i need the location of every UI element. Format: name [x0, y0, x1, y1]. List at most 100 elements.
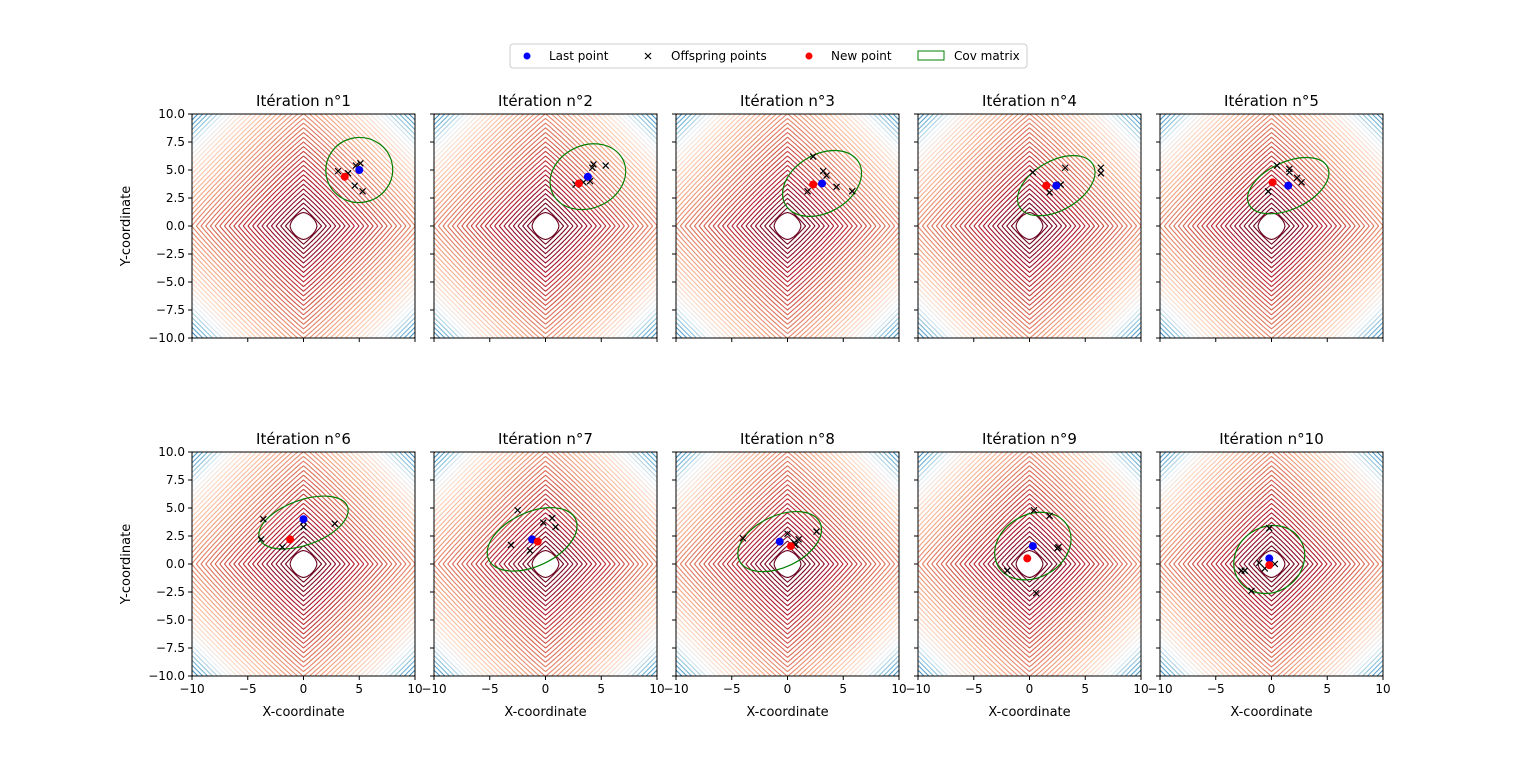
- plot-background: [434, 452, 657, 676]
- contour-line: [1229, 183, 1314, 269]
- contour-line: [740, 178, 835, 274]
- contour-line: [456, 474, 635, 654]
- subplot-7: Itération n°7 −10 −5 0 5 10 X-coordinate: [421, 430, 664, 720]
- contour-line: [945, 479, 1114, 649]
- contour-line: [991, 188, 1068, 264]
- contour-line: [926, 122, 1133, 330]
- plot-background: [676, 114, 899, 338]
- contour-line: [954, 488, 1105, 640]
- y-tick-label: 7.5: [166, 135, 185, 149]
- contour-line: [703, 479, 872, 649]
- contour-line: [684, 122, 891, 330]
- x-tick-label: −10: [179, 682, 204, 696]
- contour-line: [918, 452, 1141, 676]
- contour-line: [773, 212, 802, 240]
- contour-line: [918, 452, 1141, 676]
- contour-line: [712, 488, 863, 640]
- contour-line: [721, 498, 854, 630]
- last-point: [818, 179, 827, 188]
- plot-area: [1160, 114, 1383, 338]
- y-tick-label: −5.0: [156, 275, 185, 289]
- contour-line: [265, 526, 342, 602]
- contour-line: [1243, 197, 1300, 255]
- contour-line: [1163, 455, 1380, 673]
- legend-last-point-marker: [523, 52, 531, 60]
- offspring-point: [1029, 168, 1037, 176]
- contour-line: [940, 136, 1119, 316]
- contour-line: [461, 479, 630, 649]
- contour-line: [434, 452, 657, 676]
- contour-line: [1177, 131, 1366, 321]
- legend-cov-matrix-patch: [917, 50, 945, 61]
- plot-area: [434, 114, 657, 338]
- contour-line: [949, 484, 1110, 644]
- offspring-point: [739, 534, 747, 542]
- contour-line: [284, 207, 323, 245]
- contour-line: [465, 146, 626, 306]
- offspring-point: [1046, 188, 1053, 196]
- contour-line: [192, 114, 415, 338]
- contour-line: [507, 526, 584, 602]
- offspring-point: [514, 506, 522, 514]
- offspring-point: [1255, 559, 1263, 567]
- contour-line: [434, 114, 657, 338]
- contour-line: [918, 114, 1141, 338]
- offspring-point: [813, 528, 820, 535]
- contour-line: [676, 114, 899, 338]
- y-tick-label: −5.0: [156, 613, 185, 627]
- contour-line: [679, 455, 896, 673]
- contour-line: [768, 545, 807, 583]
- contour-line: [1201, 493, 1342, 635]
- contour-line: [484, 164, 607, 288]
- new-point: [574, 179, 583, 188]
- contour-line: [1257, 212, 1286, 240]
- contour-line: [1173, 465, 1370, 663]
- y-tick-label: −2.5: [156, 585, 185, 599]
- contour-line: [731, 507, 844, 621]
- contour-line: [252, 174, 355, 278]
- contour-line: [192, 452, 415, 676]
- x-axis-label: X-coordinate: [262, 705, 344, 720]
- contour-line: [935, 469, 1124, 659]
- contour-line: [689, 465, 886, 663]
- subplot-title: Itération n°4: [982, 92, 1077, 110]
- offspring-point: [1265, 524, 1273, 532]
- contour-line: [1173, 127, 1370, 325]
- contour-line: [434, 452, 657, 676]
- y-tick-label: 0.0: [166, 557, 185, 571]
- contour-line: [921, 117, 1138, 335]
- contour-line: [676, 452, 899, 676]
- legend-box: [509, 43, 1028, 69]
- contour-line: [261, 183, 346, 269]
- contour-line: [1205, 160, 1338, 292]
- contour-line: [475, 493, 616, 635]
- offspring-point: [809, 153, 817, 160]
- contour-line: [968, 164, 1091, 288]
- contour-line: [242, 164, 365, 288]
- contour-line: [451, 469, 640, 659]
- contour-line: [959, 155, 1100, 297]
- contour-line: [1238, 530, 1305, 598]
- contour-line: [437, 455, 654, 673]
- contour-line: [978, 512, 1081, 616]
- contour-line: [991, 526, 1068, 602]
- contour-line: [503, 183, 588, 269]
- contour-line: [205, 465, 402, 663]
- contour-line: [531, 550, 560, 578]
- contour-line: [918, 114, 1141, 338]
- new-point: [1042, 181, 1051, 190]
- y-tick-label: 2.5: [166, 529, 185, 543]
- offspring-point: [1285, 168, 1293, 176]
- contour-line: [192, 114, 415, 338]
- x-tick-label: 10: [891, 682, 906, 696]
- x-tick-label: −10: [1147, 682, 1172, 696]
- offspring-point: [784, 530, 791, 538]
- y-tick-label: −10.0: [148, 669, 185, 683]
- legend-label-new-point: New point: [831, 49, 892, 63]
- plot-area: [434, 452, 657, 676]
- contour-line: [1160, 114, 1383, 338]
- contour-line: [676, 114, 899, 338]
- contour-line: [1220, 512, 1323, 616]
- contour-line: [918, 452, 1141, 676]
